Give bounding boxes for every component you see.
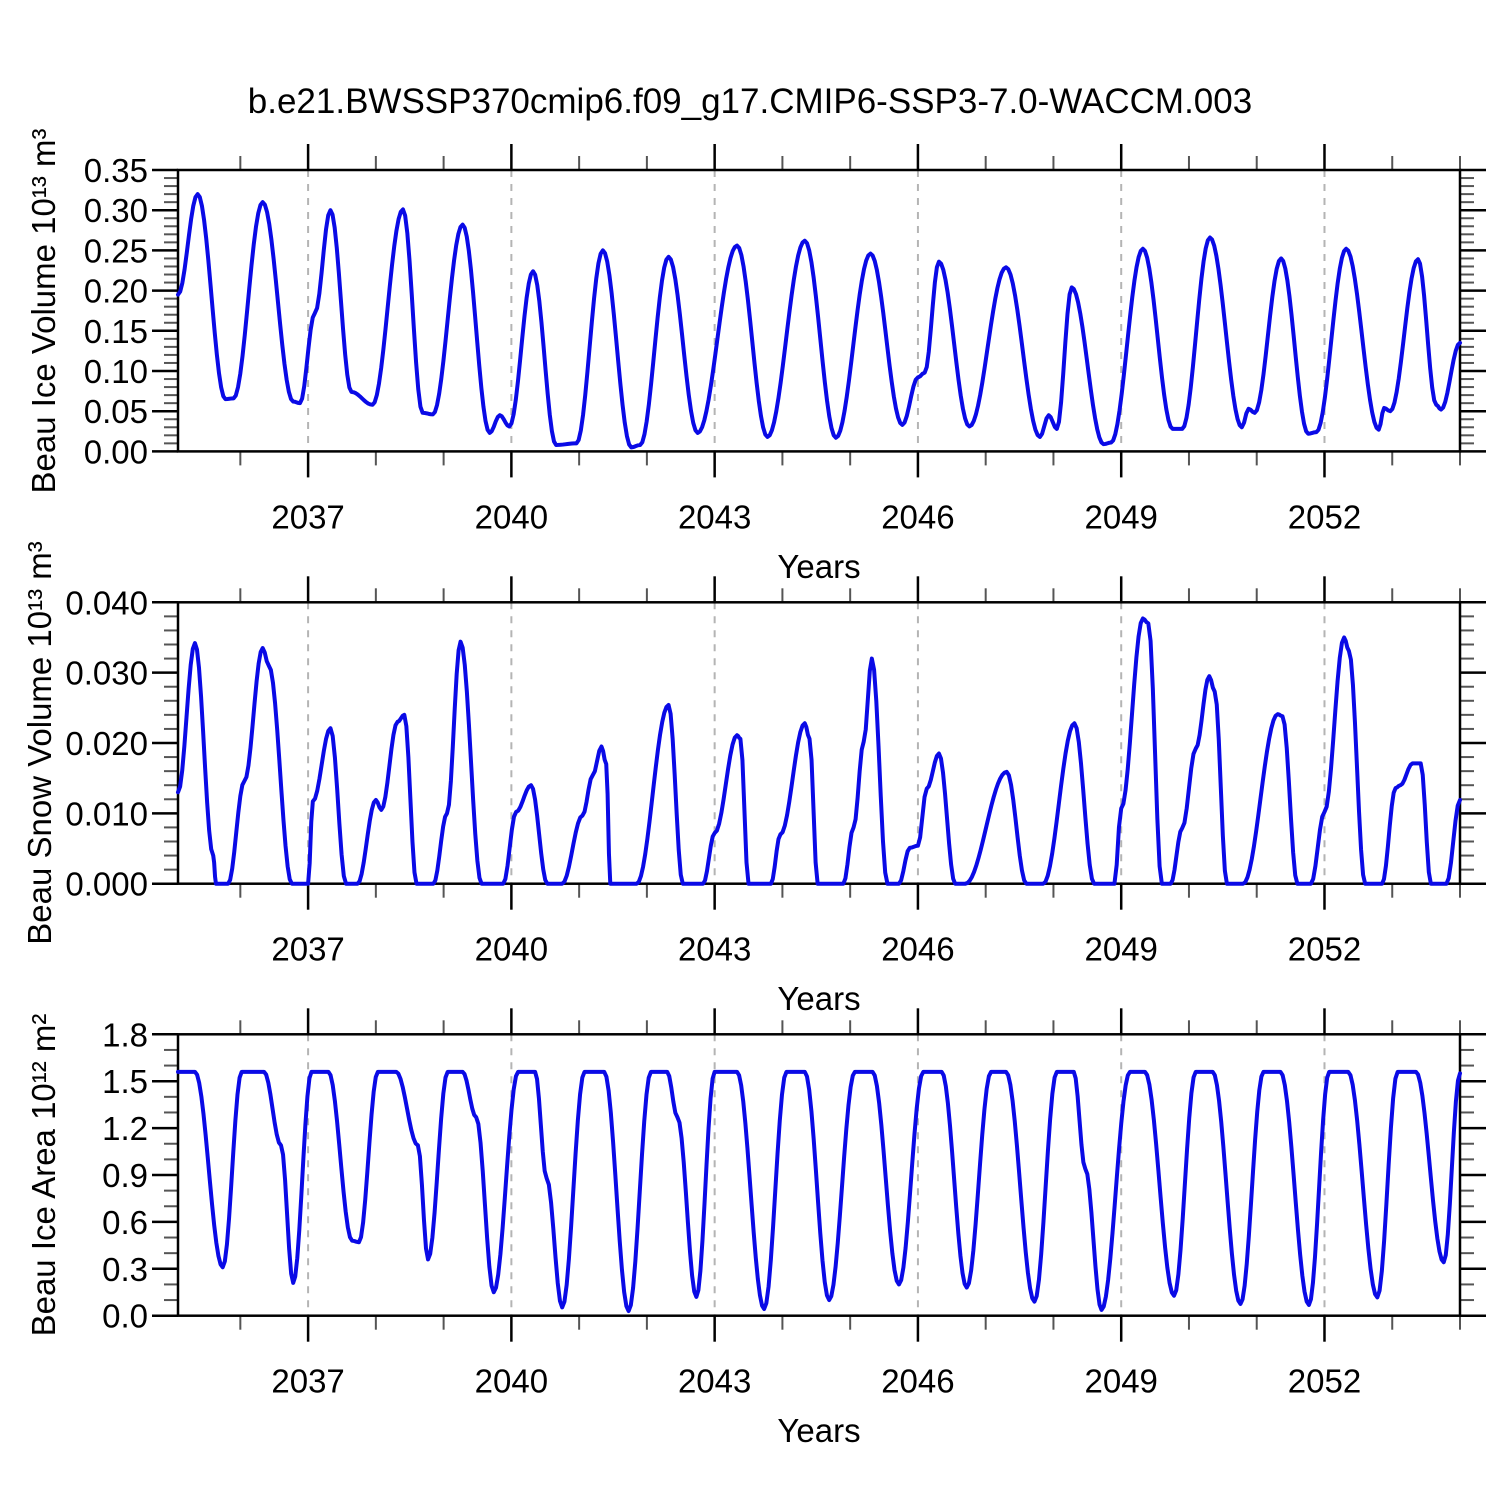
y-tick-label: 0.25	[84, 232, 148, 269]
x-tick-label: 2043	[678, 1363, 751, 1400]
y-tick-label: 0.00	[84, 433, 148, 470]
y-tick-labels-beau-ice-area: 1.8 1.5 1.2 0.9 0.6 0.3 0.0	[102, 1016, 148, 1334]
y-tick-label: 1.2	[102, 1110, 148, 1147]
y-tick-label: 0.9	[102, 1157, 148, 1194]
gridlines-beau-ice-volume	[307, 170, 1326, 452]
curve-snow-volume	[176, 616, 1462, 886]
x-tick-label: 2040	[475, 498, 548, 535]
y-axis-label-ice-volume: Beau Ice Volume 10¹³ m³	[25, 128, 62, 494]
y-tick-label: 0.30	[84, 192, 148, 229]
x-tick-label: 2052	[1288, 1363, 1361, 1400]
x-tick-labels-beau-ice-volume: 2037 2040 2043 2046 2049 2052	[271, 498, 1361, 535]
x-tick-label: 2052	[1288, 931, 1361, 968]
x-tick-labels-beau-snow-volume: 2037 2040 2043 2046 2049 2052	[271, 931, 1361, 968]
x-tick-label: 2040	[475, 931, 548, 968]
ticks-beau-snow-volume	[152, 576, 1486, 910]
y-tick-label: 0.20	[84, 273, 148, 310]
gridlines-beau-snow-volume	[307, 602, 1326, 884]
x-tick-label: 2049	[1084, 498, 1157, 535]
y-axis-label-ice-area: Beau Ice Area 10¹² m²	[25, 1013, 62, 1337]
y-tick-label: 0.020	[65, 725, 148, 762]
x-tick-label: 2046	[881, 498, 954, 535]
x-axis-label-panel-2: Years	[777, 980, 861, 1017]
y-tick-label: 0.6	[102, 1204, 148, 1241]
y-tick-label: 0.05	[84, 393, 148, 430]
y-tick-label: 0.010	[65, 795, 148, 832]
panel-beau-snow-volume: 0.040 0.030 0.020 0.010 0.000 2037 2040 2043 204…	[65, 576, 1486, 968]
figure-title: b.e21.BWSSP370cmip6.f09_g17.CMIP6-SSP3-7…	[247, 82, 1253, 121]
ticks-beau-ice-volume	[152, 144, 1486, 478]
y-axis-label-snow-volume: Beau Snow Volume 10¹³ m³	[21, 541, 58, 945]
panel-beau-ice-area: 1.8 1.5 1.2 0.9 0.6 0.3 0.0 2037 2040 2043 2046 204…	[102, 1008, 1486, 1400]
y-tick-label: 0.35	[84, 152, 148, 189]
plot-frame	[176, 168, 1462, 453]
x-tick-label: 2037	[271, 498, 344, 535]
x-axis-label-panel-3: Years	[777, 1412, 861, 1449]
x-tick-labels-beau-ice-area: 2037 2040 2043 2046 2049 2052	[271, 1363, 1361, 1400]
x-tick-label: 2046	[881, 1363, 954, 1400]
plot-frame	[176, 1033, 1462, 1317]
y-tick-label: 0.000	[65, 866, 148, 903]
x-tick-label: 2049	[1084, 931, 1157, 968]
y-tick-label: 1.5	[102, 1063, 148, 1100]
x-tick-label: 2040	[475, 1363, 548, 1400]
x-tick-label: 2037	[271, 931, 344, 968]
y-tick-labels-beau-snow-volume: 0.040 0.030 0.020 0.010 0.000	[65, 584, 148, 902]
y-tick-label: 0.030	[65, 655, 148, 692]
y-tick-label: 0.10	[84, 353, 148, 390]
y-tick-label: 0.0	[102, 1298, 148, 1335]
y-tick-label: 1.8	[102, 1016, 148, 1053]
y-tick-label: 0.15	[84, 313, 148, 350]
curve-ice-area	[176, 1069, 1462, 1314]
y-tick-labels-beau-ice-volume: 0.350.300.25 0.200.150.100.050.00	[84, 152, 148, 470]
y-tick-label: 0.040	[65, 584, 148, 621]
x-tick-label: 2046	[881, 931, 954, 968]
x-axis-label-panel-1: Years	[777, 548, 861, 585]
x-tick-label: 2049	[1084, 1363, 1157, 1400]
x-tick-label: 2043	[678, 498, 751, 535]
panel-beau-ice-volume: 0.350.300.25 0.200.150.100.050.00 2037 2040…	[84, 144, 1486, 535]
x-tick-label: 2052	[1288, 498, 1361, 535]
ticks-beau-ice-area	[152, 1008, 1486, 1342]
x-tick-label: 2037	[271, 1363, 344, 1400]
curve-ice-volume	[176, 192, 1462, 450]
y-tick-label: 0.3	[102, 1251, 148, 1288]
gridlines-beau-ice-area	[307, 1034, 1326, 1316]
x-tick-label: 2043	[678, 931, 751, 968]
